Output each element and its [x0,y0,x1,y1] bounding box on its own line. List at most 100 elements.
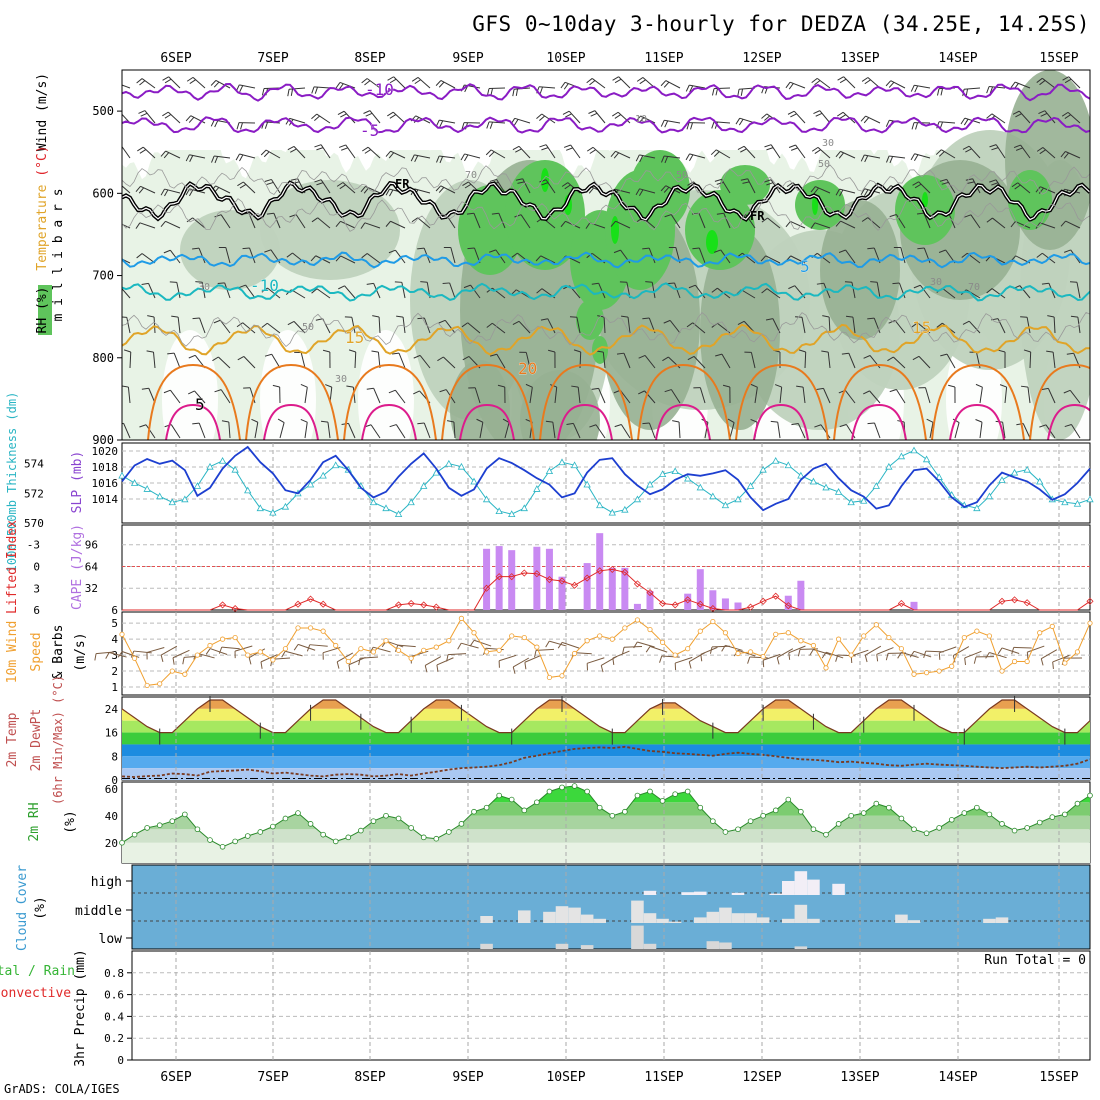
barb-feather [811,77,818,84]
barb-feather [314,86,319,94]
barb-feather [192,317,200,320]
wind10-point [961,634,967,641]
li-tick-label: 3 [33,582,40,595]
wind10-point [584,638,590,644]
barb-shaft [874,422,881,439]
barb-feather [1040,658,1044,666]
barb-feather [814,80,821,86]
wind-barb [1064,423,1081,439]
barb-feather [836,111,844,117]
thickness-point [860,496,868,504]
thickness-point [621,505,629,513]
barb-feather [192,422,200,425]
barb-feather [1036,77,1043,83]
barb-shaft [198,247,206,264]
rh-point [1011,827,1018,834]
barb-feather [876,654,879,662]
barb-feather [261,322,268,328]
barb-feather [346,385,354,388]
barb-feather [248,657,252,665]
barb-feather [885,120,890,127]
barb-feather [962,145,970,150]
barb-shaft [440,80,456,89]
barb-feather [162,76,169,81]
barb-shaft [249,247,256,264]
barb-feather [239,154,244,162]
barb-shaft [549,640,567,647]
upper-ylabel: m i l l i b a r s [51,188,66,321]
wind-barb [186,76,206,89]
barb-feather [497,384,505,388]
cloud-bar-middle [593,918,606,923]
barb-feather [948,384,956,388]
wind10-barb [446,653,467,662]
upper-ytick-label: 800 [92,351,114,365]
rh-point [345,834,352,841]
barb-shaft [595,424,606,439]
barb-feather [335,82,341,89]
barb-shaft [127,387,131,404]
rh-bright-region-3 [706,230,718,254]
barb-feather [915,122,919,130]
barb-feather [336,182,344,187]
barb-feather [424,665,428,673]
barb-shaft [444,320,456,334]
wind-barb [750,383,758,404]
barb-shaft [665,80,681,89]
barb-feather [316,147,324,151]
barb-feather [189,189,194,197]
barb-shaft [492,322,506,334]
rh-tick-label: 40 [105,810,118,823]
wind-barb [744,351,756,369]
rh-point [571,783,578,789]
barb-feather [1070,315,1078,318]
barb-feather [486,121,490,129]
wind-barb [737,145,756,159]
barb-feather [714,178,722,182]
bottom-date-label: 9SEP [452,1070,483,1085]
cape-bar [608,567,616,610]
cloud-bar-low [794,946,808,949]
barb-shaft [876,647,894,655]
barb-shaft [989,651,1007,659]
rh-point [420,834,427,841]
wind-barb [616,352,631,369]
temp-contour-label: 5 [195,395,205,414]
barb-feather [938,652,941,660]
barb-shaft [946,179,956,194]
barb-feather [810,222,816,229]
barb-feather [1060,151,1066,158]
wind-barb [664,214,681,229]
rh-point [270,823,276,830]
cape-bar [533,546,541,610]
barb-shaft [488,87,506,90]
barb-feather [536,288,543,294]
slp-tick-label: 1020 [92,445,119,458]
barb-feather [160,150,166,157]
temp-contour-25 [1047,403,1090,440]
rh-point [697,804,704,811]
barb-feather [212,356,219,362]
precip-ylabel: 3hr Precip (mm) [73,949,88,1066]
thickness-point [834,488,843,495]
temp-tick-label: 0 [111,774,118,787]
wind10-point [471,630,477,636]
rh-point [446,829,452,835]
wind-barb [1035,222,1056,229]
barb-shaft [1053,316,1056,334]
barb-shaft [674,282,681,299]
barb-feather [160,188,165,196]
thickness-point [457,462,466,470]
barb-shaft [304,387,308,404]
wind-barb [344,316,356,334]
wind-barb [642,422,656,439]
temp-contour-25 [361,403,417,440]
rh-point [1049,814,1056,820]
wind10-point [873,622,879,628]
wind-barb [135,222,156,229]
barb-feather [909,651,915,658]
wind-barb [816,282,831,299]
barb-feather [486,322,493,328]
thickness-point [872,482,880,489]
